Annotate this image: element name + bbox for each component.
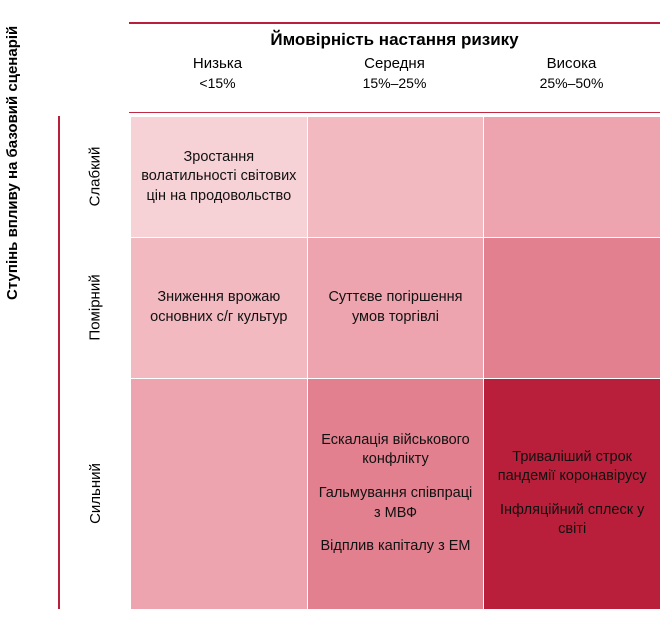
col-range: 25%–50% [483, 74, 660, 93]
heatmap-cell: Триваліший строк пандемії коронавірусу Ін… [483, 378, 660, 609]
x-axis-title: Ймовірність настання ризику [129, 24, 660, 54]
row-label: Помірний [60, 237, 130, 378]
col-header-medium: Середня 15%–25% [306, 54, 483, 93]
heatmap-cell [483, 116, 660, 237]
col-header-high: Висока 25%–50% [483, 54, 660, 93]
row-label: Слабкий [60, 116, 130, 237]
risk-entry: Гальмування співпраці з МВФ [318, 484, 474, 523]
heatmap-cell: Зниження врожаю основних с/г культур [130, 237, 307, 378]
risk-entry: Інфляційний сплеск у світі [494, 501, 650, 540]
heatmap-cell: Ескалація військового конфлікту Гальмуван… [307, 378, 484, 609]
row-label-text: Помірний [87, 274, 104, 340]
risk-entry: Суттєве погіршення умов торгівлі [318, 288, 474, 327]
risk-entry: Відплив капіталу з EM [320, 537, 470, 557]
heatmap-cell [130, 378, 307, 609]
heatmap-cell: Зростання волатильності світових цін на … [130, 116, 307, 237]
col-label: Низька [193, 55, 242, 72]
column-labels-row: Низька <15% Середня 15%–25% Висока 25%–5… [129, 54, 660, 93]
row-label-text: Сильний [86, 463, 103, 524]
risk-entry: Триваліший строк пандемії коронавірусу [494, 448, 650, 487]
risk-entry: Зростання волатильності світових цін на … [141, 148, 297, 207]
heatmap-grid: Слабкий Зростання волатильності світових … [60, 116, 660, 609]
heatmap-cell [483, 237, 660, 378]
col-header-low: Низька <15% [129, 54, 306, 93]
heatmap-cell [307, 116, 484, 237]
col-range: <15% [129, 74, 306, 93]
heatmap-cell: Суттєве погіршення умов торгівлі [307, 237, 484, 378]
risk-entry: Зниження врожаю основних с/г культур [141, 288, 297, 327]
col-label: Висока [547, 55, 597, 72]
risk-matrix: Ступінь впливу на базовий сценарій Ймові… [0, 0, 665, 619]
header-rule [129, 112, 660, 113]
row-label-text: Слабкий [87, 146, 104, 206]
col-range: 15%–25% [306, 74, 483, 93]
y-axis-title: Ступінь впливу на базовий сценарій [4, 26, 21, 300]
row-label: Сильний [60, 378, 130, 609]
column-headers: Ймовірність настання ризику Низька <15% … [129, 24, 660, 93]
col-label: Середня [364, 55, 425, 72]
risk-entry: Ескалація військового конфлікту [318, 431, 474, 470]
